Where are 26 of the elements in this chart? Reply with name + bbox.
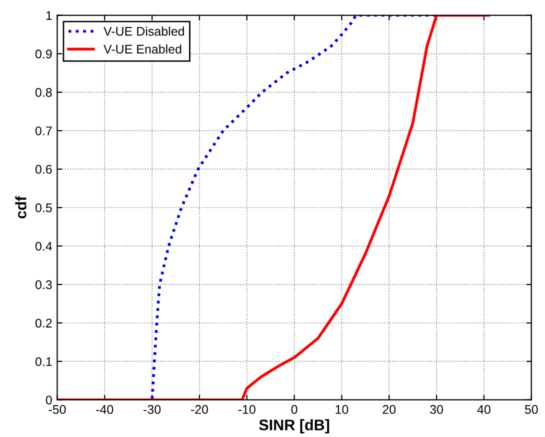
y-tick-label: 0.4 [35, 242, 52, 251]
y-tick-label: 0 [46, 396, 52, 405]
x-axis-title: SINR [dB] [259, 419, 330, 434]
y-tick-label: 0.7 [35, 126, 52, 136]
x-tick-label: 30 [430, 405, 444, 414]
y-tick-label: 0.2 [35, 318, 52, 328]
x-tick-label: -40 [96, 405, 114, 414]
y-tick-label: 0.1 [35, 357, 52, 366]
y-tick-label: 0.3 [35, 280, 52, 290]
x-tick-label: -50 [48, 405, 66, 414]
x-tick-label: -30 [144, 405, 161, 414]
x-tick-label: 10 [336, 405, 348, 414]
y-axis-title: cdf [15, 196, 26, 218]
y-tick-label: 0.6 [35, 164, 52, 174]
x-tick-label: -20 [190, 405, 208, 414]
x-tick-label: 20 [382, 405, 396, 414]
x-tick-label: 40 [477, 405, 490, 414]
x-tick-label: 0 [291, 405, 298, 414]
y-tick-label: 1 [46, 11, 52, 20]
legend-label: V-UE Enabled [104, 44, 182, 54]
x-tick-label: 50 [524, 405, 538, 414]
y-tick-label: 0.5 [35, 203, 52, 212]
y-tick-label: 0.9 [35, 50, 52, 58]
legend-label: V-UE Disabled [104, 26, 184, 36]
x-tick-label: -10 [238, 405, 256, 414]
y-tick-label: 0.8 [35, 88, 52, 97]
